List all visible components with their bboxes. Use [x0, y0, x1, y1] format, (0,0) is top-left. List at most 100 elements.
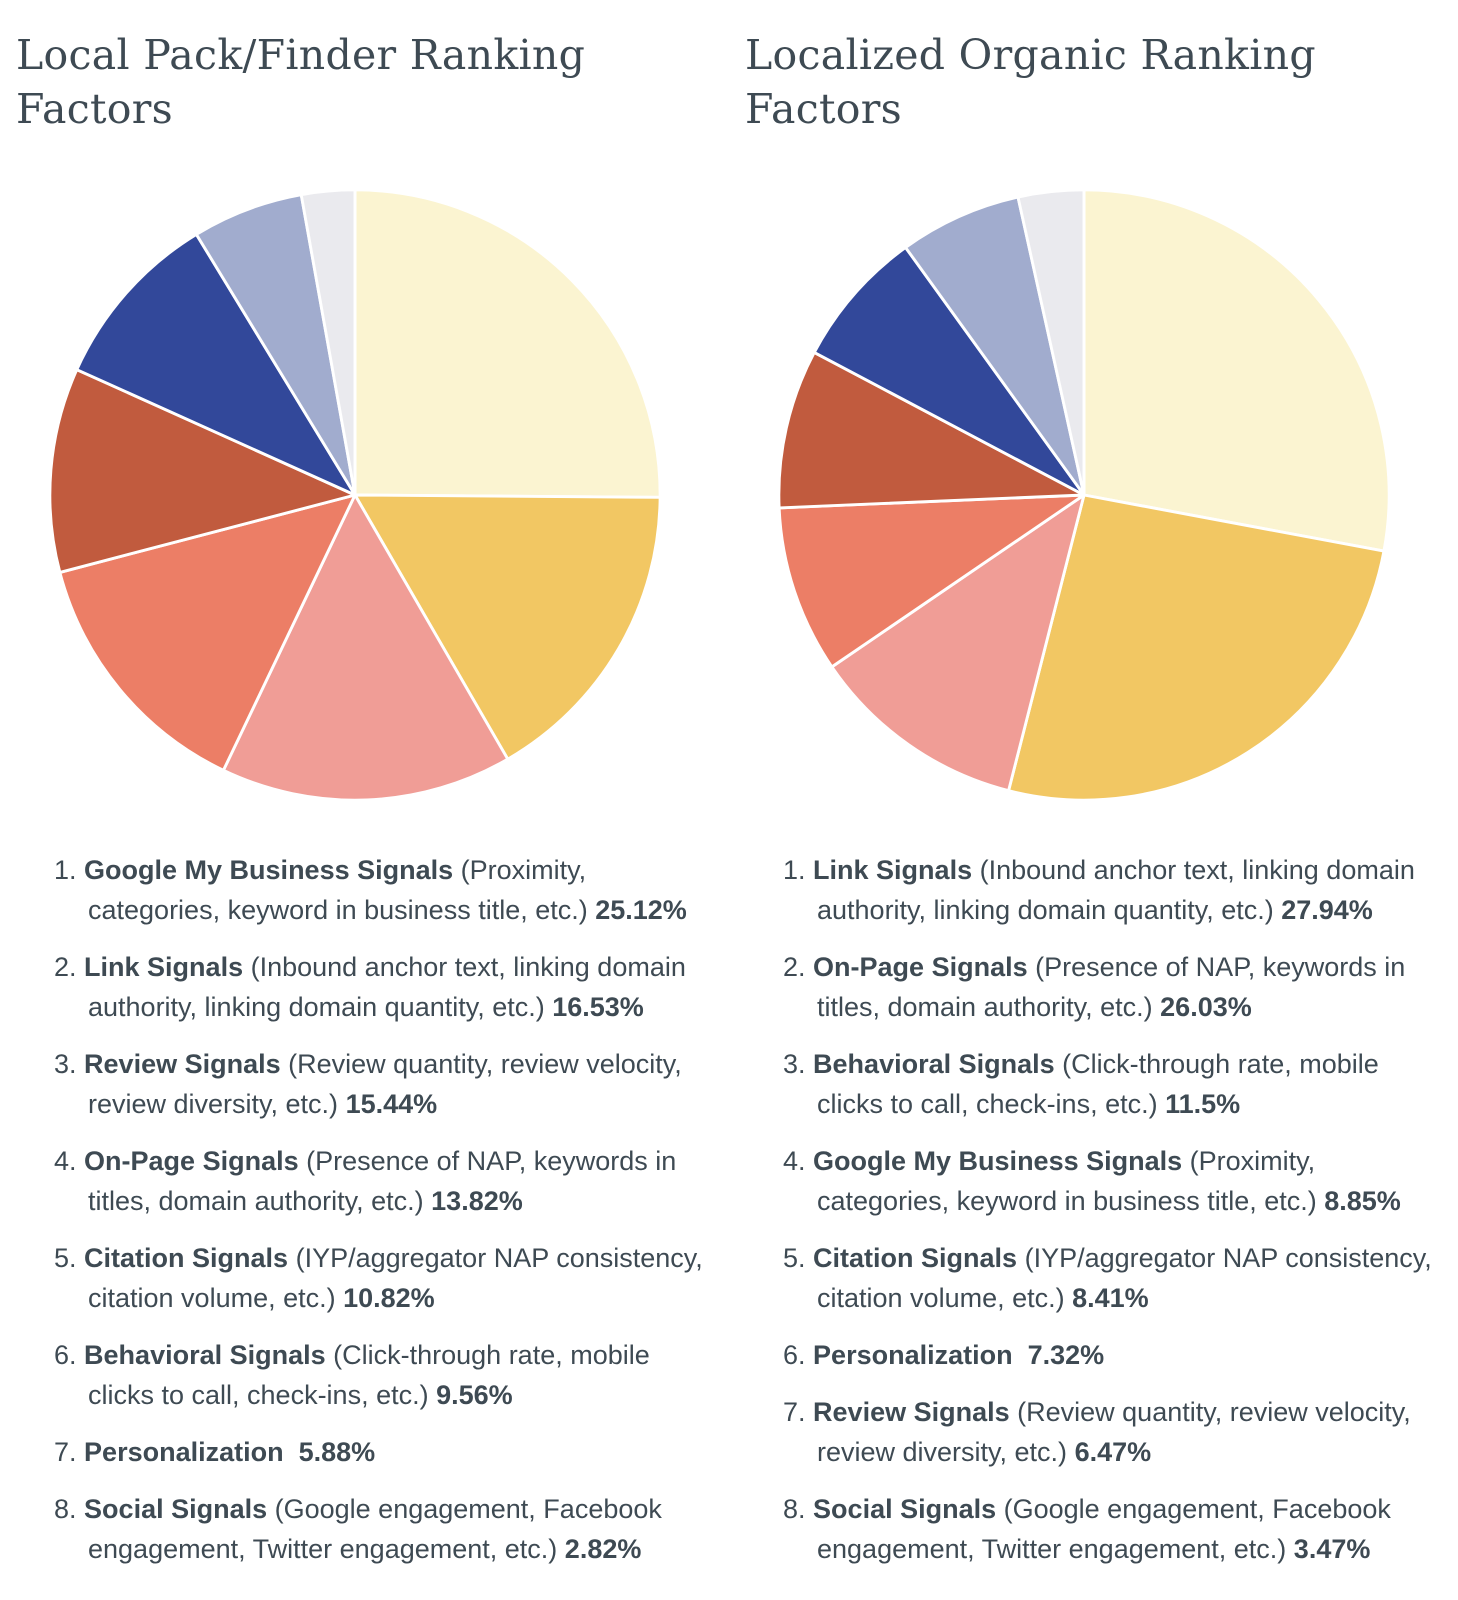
pie-slice-social-signals: [1016, 188, 1086, 497]
legend-item: 8. Social Signals (Google engagement, Fa…: [54, 1489, 714, 1569]
pie-slice-social-signals: [299, 188, 357, 497]
legend-item-name: Citation Signals: [84, 1243, 289, 1274]
pie-chart-localized-organic: [775, 186, 1393, 804]
legend-item-pct: 2.82%: [564, 1534, 642, 1565]
legend-item-name: Link Signals: [84, 952, 244, 983]
pie-slice-link-signals: [353, 493, 662, 761]
legend-item-number: 4.: [783, 1146, 806, 1177]
pie-svg-localized-organic: [777, 188, 1391, 802]
localized-organic-column: Localized Organic Ranking Factors 1. Lin…: [729, 0, 1458, 1586]
legend-item-name: Review Signals: [84, 1049, 281, 1080]
legend-item-desc: (Presence of NAP, keywords in titles, do…: [817, 952, 1406, 1023]
legend-item-pct: 3.47%: [1293, 1534, 1371, 1565]
legend-item-desc: (Proximity, categories, keyword in busin…: [88, 855, 596, 926]
legend-item-pct: 16.53%: [552, 992, 644, 1023]
legend-item-desc: (Click-through rate, mobile clicks to ca…: [817, 1049, 1379, 1120]
legend-item-desc: (Review quantity, review velocity, revie…: [817, 1397, 1411, 1468]
pie-slice-review-signals: [221, 493, 510, 802]
pie-slice-review-signals: [904, 195, 1086, 497]
pie-slice-google-my-business-signals: [353, 188, 662, 500]
legend-item-name: On-Page Signals: [813, 952, 1028, 983]
legend-item-name: On-Page Signals: [84, 1146, 299, 1177]
pie-svg-local-pack: [48, 188, 662, 802]
legend-item-name: Citation Signals: [813, 1243, 1018, 1274]
legend-item-name: Personalization: [813, 1340, 1013, 1371]
legend-item-number: 7.: [783, 1397, 806, 1428]
legend-item-pct: 26.03%: [1160, 992, 1252, 1023]
legend-item-desc: (Review quantity, review velocity, revie…: [88, 1049, 682, 1120]
legend-item-name: Review Signals: [813, 1397, 1010, 1428]
legend-local-pack: 1. Google My Business Signals (Proximity…: [16, 850, 714, 1569]
chart-title-localized-organic: Localized Organic Ranking Factors: [745, 31, 1316, 134]
legend-item-number: 4.: [54, 1146, 77, 1177]
pie-slice-link-signals: [1082, 188, 1391, 553]
legend-item-name: Social Signals: [813, 1494, 997, 1525]
legend-item-pct: 8.85%: [1324, 1186, 1401, 1217]
legend-item-name: Behavioral Signals: [84, 1340, 326, 1371]
pie-chart-local-pack: [46, 186, 664, 804]
legend-item-desc: (IYP/aggregator NAP consistency, citatio…: [817, 1243, 1432, 1314]
legend-item: 5. Citation Signals (IYP/aggregator NAP …: [783, 1238, 1443, 1318]
legend-item-desc: (Inbound anchor text, linking domain aut…: [88, 952, 686, 1023]
legend-item-pct: 27.94%: [1281, 895, 1373, 926]
legend-item-number: 3.: [783, 1049, 806, 1080]
legend-item-number: 5.: [54, 1243, 77, 1274]
legend-item: 2. Link Signals (Inbound anchor text, li…: [54, 947, 714, 1027]
pie-slice-citation-signals: [48, 368, 357, 575]
legend-item: 6. Personalization 7.32%: [783, 1335, 1443, 1375]
legend-item-number: 8.: [783, 1494, 806, 1525]
legend-item-pct: 15.44%: [345, 1089, 438, 1120]
legend-item-number: 6.: [783, 1340, 806, 1371]
legend-item-number: 7.: [54, 1437, 77, 1468]
legend-item-desc: (Google engagement, Facebook engagement,…: [88, 1494, 662, 1565]
pie-slice-behavioral-signals: [830, 493, 1086, 793]
legend-item: 1. Google My Business Signals (Proximity…: [54, 850, 714, 930]
legend-item-pct: 25.12%: [595, 895, 687, 926]
pie-slice-personalization: [812, 246, 1086, 497]
legend-item-desc: (Inbound anchor text, linking domain aut…: [817, 855, 1415, 926]
legend-item: 4. Google My Business Signals (Proximity…: [783, 1141, 1443, 1221]
legend-item-number: 5.: [783, 1243, 806, 1274]
legend-item: 7. Personalization 5.88%: [54, 1432, 714, 1472]
legend-item-desc: (Proximity, categories, keyword in busin…: [817, 1146, 1325, 1217]
legend-item-name: Link Signals: [813, 855, 973, 886]
legend-item: 6. Behavioral Signals (Click-through rat…: [54, 1335, 714, 1415]
legend-item-pct: 13.82%: [431, 1186, 523, 1217]
legend-item-desc: (Presence of NAP, keywords in titles, do…: [88, 1146, 677, 1217]
legend-item-number: 3.: [54, 1049, 77, 1080]
legend-item-pct: 10.82%: [343, 1283, 435, 1314]
legend-item: 7. Review Signals (Review quantity, revi…: [783, 1392, 1443, 1472]
legend-item: 1. Link Signals (Inbound anchor text, li…: [783, 850, 1443, 930]
pie-slice-behavioral-signals: [75, 233, 357, 497]
pie-slice-google-my-business-signals: [777, 493, 1086, 669]
pie-slice-on-page-signals: [1007, 493, 1386, 802]
legend-item-pct: 5.88%: [298, 1437, 376, 1468]
legend-item-name: Personalization: [84, 1437, 284, 1468]
legend-item: 4. On-Page Signals (Presence of NAP, key…: [54, 1141, 714, 1221]
legend-item-desc: (Google engagement, Facebook engagement,…: [817, 1494, 1391, 1565]
legend-item-number: 6.: [54, 1340, 77, 1371]
legend-item-pct: 6.47%: [1074, 1437, 1152, 1468]
legend-item-name: Behavioral Signals: [813, 1049, 1055, 1080]
chart-title-local-pack: Local Pack/Finder Ranking Factors: [16, 31, 586, 134]
legend-item-desc: (Click-through rate, mobile clicks to ca…: [88, 1340, 650, 1411]
legend-item-number: 8.: [54, 1494, 77, 1525]
legend-item: 2. On-Page Signals (Presence of NAP, key…: [783, 947, 1443, 1027]
legend-item-pct: 9.56%: [436, 1380, 513, 1411]
legend-item-pct: 7.32%: [1027, 1340, 1105, 1371]
legend-item: 8. Social Signals (Google engagement, Fa…: [783, 1489, 1443, 1569]
legend-localized-organic: 1. Link Signals (Inbound anchor text, li…: [745, 850, 1443, 1569]
legend-item-number: 2.: [54, 952, 77, 983]
legend-item-name: Google My Business Signals: [813, 1146, 1183, 1177]
legend-item-desc: (IYP/aggregator NAP consistency, citatio…: [88, 1243, 703, 1314]
legend-item-pct: 8.41%: [1072, 1283, 1149, 1314]
legend-item-number: 2.: [783, 952, 806, 983]
legend-item: 3. Review Signals (Review quantity, revi…: [54, 1044, 714, 1124]
legend-item-number: 1.: [54, 855, 77, 886]
legend-item-pct: 11.5%: [1165, 1089, 1241, 1120]
legend-item: 3. Behavioral Signals (Click-through rat…: [783, 1044, 1443, 1124]
legend-item: 5. Citation Signals (IYP/aggregator NAP …: [54, 1238, 714, 1318]
local-pack-column: Local Pack/Finder Ranking Factors 1. Goo…: [0, 0, 729, 1586]
